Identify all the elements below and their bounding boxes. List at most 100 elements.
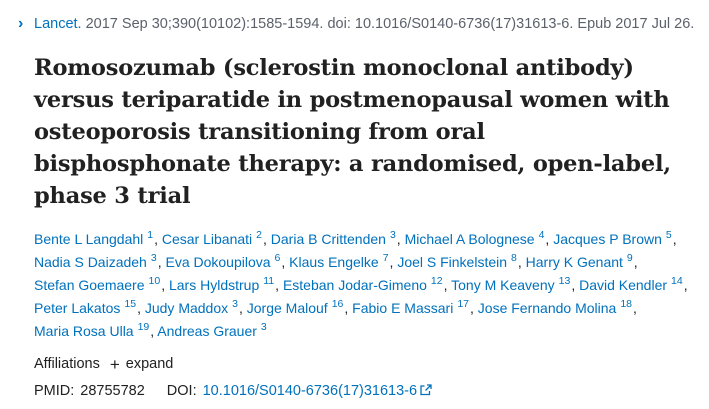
affiliation-number-link[interactable]: 8 (511, 252, 517, 265)
plus-icon: + (109, 354, 120, 374)
author-item: Daria B Crittenden 3, (270, 229, 401, 247)
citation-details: 2017 Sep 30;390(10102):1585-1594. doi: 1… (85, 16, 695, 32)
affiliation-number-link[interactable]: 7 (382, 252, 389, 265)
author-name-link[interactable]: Lars Hyldstrup (168, 277, 260, 293)
author-separator: , (137, 300, 141, 316)
author-name-link[interactable]: Fabio E Massari (352, 300, 454, 316)
author-separator: , (633, 254, 638, 270)
author-separator: , (150, 323, 155, 339)
author-name-link[interactable]: Jorge Malouf (246, 300, 328, 316)
author-name-link[interactable]: Bente L Langdahl (34, 231, 144, 247)
affiliations-toggle[interactable]: Affiliations + expand (34, 353, 689, 375)
author-name-link[interactable]: Michael A Bolognese (404, 231, 535, 247)
affiliation-number-link[interactable]: 3 (260, 321, 267, 334)
author-separator: , (275, 277, 280, 293)
affiliation-number-link[interactable]: 3 (389, 229, 396, 242)
author-item: Bente L Langdahl 1, (34, 229, 158, 247)
author-item: Fabio E Massari 17, (352, 298, 474, 316)
author-item: Jacques P Brown 5, (553, 229, 677, 247)
author-item: Eva Dokoupilova 6, (165, 252, 286, 270)
author-name-link[interactable]: Harry K Genant (525, 254, 623, 270)
affiliations-label: Affiliations (34, 356, 100, 372)
author-item: Tony M Keaveny 13, (451, 275, 576, 293)
author-name-link[interactable]: Cesar Libanati (161, 231, 253, 247)
author-separator: , (263, 231, 267, 247)
author-separator: , (281, 254, 286, 270)
author-name-link[interactable]: Eva Dokoupilova (165, 254, 271, 270)
affiliation-number-link[interactable]: 1 (147, 229, 154, 242)
citation-line: › Lancet. 2017 Sep 30;390(10102):1585-15… (18, 14, 694, 34)
affiliation-number-link[interactable]: 16 (331, 298, 344, 311)
author-separator: , (470, 300, 474, 316)
author-name-link[interactable]: Nadia S Daizadeh (34, 254, 147, 270)
author-item: Nadia S Daizadeh 3, (34, 252, 162, 270)
chevron-right-icon[interactable]: › (18, 15, 24, 32)
affiliation-number-link[interactable]: 18 (620, 298, 633, 311)
affiliation-number-link[interactable]: 3 (232, 298, 238, 311)
article-title: Romosozumab (sclerostin monoclonal antib… (34, 55, 671, 209)
author-name-link[interactable]: Joel S Finkelstein (397, 254, 508, 270)
affiliation-number-link[interactable]: 9 (626, 252, 633, 265)
pmid-label: PMID: (34, 383, 75, 399)
affiliation-number-link[interactable]: 15 (124, 298, 137, 311)
author-item: Klaus Engelke 7, (289, 252, 394, 270)
author-separator: , (571, 277, 576, 293)
expand-label: expand (125, 356, 174, 372)
author-item: David Kendler 14, (579, 275, 688, 293)
author-separator: , (161, 277, 166, 293)
affiliation-number-link[interactable]: 6 (274, 252, 281, 265)
affiliation-number-link[interactable]: 19 (137, 321, 150, 334)
author-item: Michael A Bolognese 4, (404, 229, 550, 247)
author-name-link[interactable]: Maria Rosa Ulla (34, 323, 134, 339)
author-separator: , (633, 300, 637, 316)
author-separator: , (443, 277, 448, 293)
author-item: Harry K Genant 9, (525, 252, 638, 270)
doi-link[interactable]: 10.1016/S0140-6736(17)31613-6 (203, 380, 432, 402)
doi-label: DOI: (166, 383, 197, 399)
author-item: Lars Hyldstrup 11, (168, 275, 280, 293)
author-separator: , (389, 254, 394, 270)
external-link-icon (420, 384, 432, 396)
author-name-link[interactable]: Judy Maddox (144, 300, 229, 316)
affiliation-number-link[interactable]: 13 (558, 275, 571, 288)
affiliation-number-link[interactable]: 14 (671, 275, 683, 288)
author-separator: , (545, 231, 550, 247)
author-name-link[interactable]: Andreas Grauer (157, 323, 257, 339)
author-separator: , (517, 254, 522, 270)
doi-value: 10.1016/S0140-6736(17)31613-6 (202, 383, 418, 399)
author-name-link[interactable]: Stefan Goemaere (34, 277, 145, 293)
journal-link[interactable]: Lancet. (34, 16, 82, 32)
author-item: Jose Fernando Molina 18, (477, 298, 637, 316)
author-separator: , (396, 231, 401, 247)
author-name-link[interactable]: Daria B Crittenden (270, 231, 386, 247)
author-name-link[interactable]: Peter Lakatos (34, 300, 121, 316)
author-item: Cesar Libanati 2, (161, 229, 267, 247)
author-separator: , (672, 231, 677, 247)
author-name-link[interactable]: Jacques P Brown (553, 231, 662, 247)
author-separator: , (683, 277, 688, 293)
author-name-link[interactable]: Tony M Keaveny (451, 277, 555, 293)
author-name-link[interactable]: Klaus Engelke (289, 254, 379, 270)
author-item: Stefan Goemaere 10, (34, 275, 166, 293)
affiliation-number-link[interactable]: 12 (430, 275, 443, 288)
identifiers-row: PMID: 28755782 DOI: 10.1016/S0140-6736(1… (34, 380, 689, 402)
affiliation-number-link[interactable]: 10 (148, 275, 161, 288)
author-item: Andreas Grauer 3 (157, 321, 267, 339)
affiliation-number-link[interactable]: 4 (538, 229, 545, 242)
affiliation-number-link[interactable]: 3 (150, 252, 157, 265)
author-item: Esteban Jodar-Gimeno 12, (282, 275, 448, 293)
author-name-link[interactable]: Jose Fernando Molina (477, 300, 617, 316)
affiliation-number-link[interactable]: 11 (263, 275, 275, 288)
affiliation-number-link[interactable]: 5 (665, 229, 672, 242)
author-separator: , (154, 231, 158, 247)
author-name-link[interactable]: David Kendler (579, 277, 668, 293)
author-item: Judy Maddox 3, (144, 298, 243, 316)
affiliation-number-link[interactable]: 2 (256, 229, 262, 242)
authors-list: Bente L Langdahl 1, Cesar Libanati 2, Dari… (34, 228, 689, 343)
author-name-link[interactable]: Esteban Jodar-Gimeno (282, 277, 427, 293)
affiliation-number-link[interactable]: 17 (457, 298, 470, 311)
author-item: Peter Lakatos 15, (34, 298, 141, 316)
author-item: Joel S Finkelstein 8, (397, 252, 522, 270)
author-separator: , (344, 300, 349, 316)
